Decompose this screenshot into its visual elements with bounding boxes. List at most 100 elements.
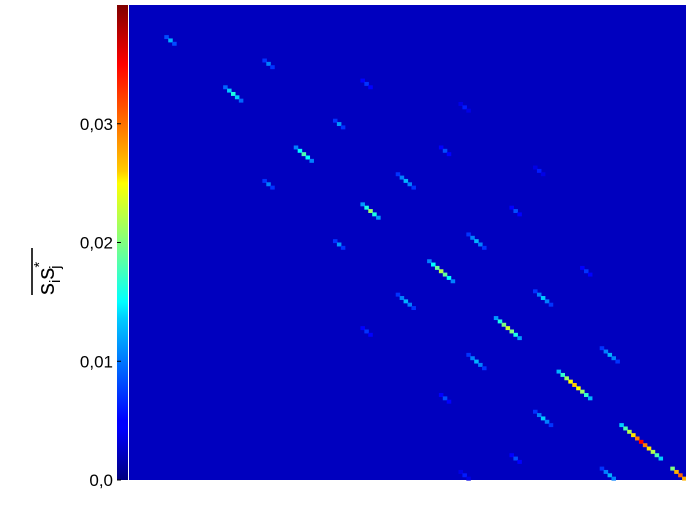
heatmap-cell-b2-c0-1 (266, 61, 271, 66)
heatmap-cell-b0-c1-0 (223, 85, 228, 90)
heatmap-cell-b3-c0-1 (364, 329, 369, 334)
heatmap-cell-b2-c0-2 (270, 65, 275, 70)
heatmap-cell-b1-c2-2 (403, 299, 409, 304)
heatmap-cell-b1-c2-1 (399, 296, 405, 300)
heatmap-cell-b0-c2-4 (309, 158, 314, 163)
heatmap-cell-b5-c0-1 (462, 473, 467, 478)
heatmap-cell-b0-c3-0 (360, 202, 365, 207)
heatmap-cell-b0-c8-2 (678, 473, 683, 478)
heatmap-cell-b3-c0-2 (368, 332, 373, 337)
heatmap-cell-b0-c7-9 (654, 453, 660, 458)
heatmap-cell-b1-c4-0 (533, 409, 538, 414)
heatmap-cell-b1-c5-3 (611, 476, 616, 481)
heatmap-cell-b3-c1-0 (438, 393, 444, 397)
heatmap-cell-b2-c4-2 (540, 296, 546, 300)
heatmap-cell-b2-c2-4 (411, 185, 416, 190)
heatmap-cell-b4-c0-0 (360, 78, 365, 83)
heatmap-cell-b2-c3-3 (478, 242, 483, 247)
heatmap-cell-b0-c2-2 (301, 152, 307, 157)
heatmap-cell-b4-c2-2 (517, 212, 522, 217)
heatmap-cell-b1-c1-2 (340, 245, 346, 250)
heatmap-cell-b0-c2-1 (297, 148, 303, 153)
heatmap-cell-b1-c4-3 (544, 419, 550, 424)
heatmap-cell-b6-c1-2 (540, 172, 546, 177)
heatmap-cell-b1-c3-1 (470, 356, 475, 361)
y-axis-label-sup-star: * (31, 262, 48, 268)
heatmap-cell-b0-c1-4 (238, 98, 244, 103)
heatmap-cell-b2-c0-0 (262, 58, 267, 63)
colorbar-ticks (117, 123, 121, 481)
heatmap-cell-b0-c5-1 (497, 319, 503, 324)
heatmap-cell-b4-c2-0 (509, 205, 515, 210)
heatmap-cell-b5-c0-2 (466, 476, 471, 481)
heatmap-cell-b0-c6-2 (564, 376, 569, 381)
heatmap-cell-b2-c2-2 (403, 178, 409, 183)
heatmap-cell-b0-c1-3 (234, 95, 240, 100)
heatmap-cell-b2-c5-4 (615, 359, 620, 364)
heatmap-cell-b1-c0-0 (262, 178, 267, 183)
heatmap-cell-b0-c1-1 (227, 88, 232, 93)
heatmap-cell-b2-c4-1 (536, 292, 542, 297)
heatmap-cell-b0-c2-0 (293, 145, 299, 150)
heatmap-cell-b0-c7-10 (658, 456, 664, 461)
heatmap-cell-b4-c1-2 (446, 152, 452, 157)
heatmap-cell-b0-c7-7 (646, 446, 652, 451)
heatmap-cell-b0-c7-5 (638, 439, 644, 444)
heatmap-background (129, 5, 686, 480)
heatmap-cell-b2-c2-3 (407, 182, 413, 187)
heatmap-cell-b4-c1-0 (438, 145, 444, 150)
heatmap-cell-b4-c3-2 (587, 272, 593, 277)
heatmap-cell-b0-c7-0 (619, 423, 624, 428)
heatmap-cell-b3-c0-0 (360, 326, 365, 331)
heatmap-cell-b6-c0-0 (458, 102, 464, 106)
heatmap-cell-b1-c5-2 (607, 473, 613, 478)
heatmap-cell-b0-c8-3 (682, 476, 686, 481)
colorbar-tick-label-3: 0,03 (80, 115, 113, 134)
heatmap-cell-b2-c3-1 (470, 235, 475, 240)
heatmap-cell-b1-c3-4 (482, 366, 487, 371)
heatmap-cell-b0-c6-7 (584, 393, 589, 397)
heatmap-cell-b6-c0-2 (466, 108, 471, 113)
heatmap-cell-b1-c0-1 (266, 182, 271, 187)
y-axis-label-sub-i: i (47, 280, 64, 283)
heatmap-cell-b0-c7-6 (642, 443, 648, 448)
heatmap-cell-b2-c4-4 (548, 302, 554, 307)
heatmap-cell-b1-c5-1 (603, 469, 609, 474)
heatmap-cell-b2-c4-3 (544, 299, 550, 304)
heatmap-cell-b0-c0-1 (168, 38, 173, 43)
heatmap-cell-b2-c3-4 (482, 245, 487, 250)
heatmap-cell-b0-c6-0 (556, 369, 562, 374)
heatmap-cell-b3-c1-2 (446, 399, 452, 404)
heatmap-cell-b6-c1-0 (533, 165, 538, 170)
colorbar (117, 5, 128, 480)
heatmap-cell-b0-c4-1 (431, 262, 436, 267)
heatmap-cell-b1-c4-1 (536, 413, 542, 418)
heatmap-cell-b0-c0-0 (164, 35, 169, 40)
y-axis-label-s1: s (33, 283, 60, 295)
heatmap-cell-b0-c5-2 (501, 322, 507, 327)
heatmap-cell-b0-c0-2 (172, 41, 177, 46)
heatmap-cell-b1-c0-2 (270, 185, 275, 190)
heatmap-cell-b4-c3-1 (584, 269, 589, 274)
heatmap-cell-b0-c7-8 (650, 449, 656, 454)
heatmap-cell-b2-c1-0 (332, 118, 338, 123)
heatmap-cell-b4-c0-2 (368, 85, 373, 90)
heatmap-cell-b0-c7-4 (635, 436, 640, 441)
heatmap-cell-b5-c0-0 (458, 469, 464, 474)
heatmap-cells (164, 35, 686, 481)
heatmap-cell-b2-c5-0 (599, 346, 605, 351)
heatmap-cell-b4-c2-1 (513, 209, 518, 213)
heatmap-cell-b0-c5-3 (505, 326, 511, 331)
heatmap-cell-b4-c0-1 (364, 81, 369, 86)
heatmap-cell-b0-c4-3 (438, 269, 444, 274)
heatmap-cell-b0-c3-1 (364, 205, 369, 210)
heatmap-cell-b2-c3-0 (466, 232, 471, 237)
heatmap-cell-b1-c2-4 (411, 306, 416, 311)
heatmap-cell-b0-c5-4 (509, 329, 515, 334)
heatmap-cell-b6-c1-1 (536, 168, 542, 173)
heatmap-cell-b0-c4-0 (427, 259, 432, 264)
colorbar-tick-label-0: 0,0 (89, 471, 113, 490)
heatmap-cell-b1-c3-0 (466, 352, 471, 357)
heatmap-cell-b2-c2-1 (399, 175, 405, 180)
